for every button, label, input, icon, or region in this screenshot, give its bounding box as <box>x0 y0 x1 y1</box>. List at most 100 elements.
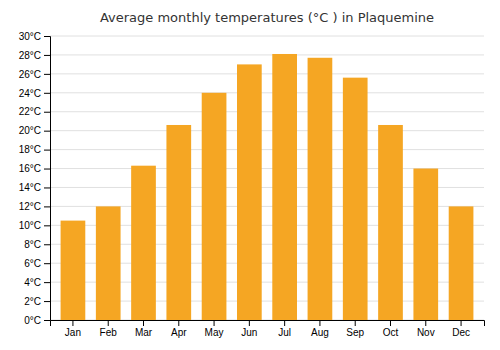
y-tick: 0°C <box>24 315 50 326</box>
x-tick-label: Mar <box>135 327 153 338</box>
y-tick: 20°C <box>19 125 50 136</box>
y-tick-mark <box>44 301 50 302</box>
x-tick-label: Jul <box>278 327 291 338</box>
x-tick: Oct <box>383 320 399 338</box>
x-tick-mark <box>319 320 320 326</box>
x-tick: Aug <box>311 320 329 338</box>
bar <box>166 125 191 320</box>
y-tick: 16°C <box>19 163 50 174</box>
y-tick-mark <box>44 187 50 188</box>
y-tick-label: 8°C <box>24 239 41 250</box>
x-tick-label: Jun <box>241 327 257 338</box>
y-tick-label: 16°C <box>19 163 41 174</box>
bar <box>131 166 156 320</box>
y-tick-label: 14°C <box>19 182 41 193</box>
x-tick-label: Dec <box>452 327 470 338</box>
y-tick: 10°C <box>19 220 50 231</box>
grid-line <box>50 36 484 37</box>
x-tick-mark <box>461 320 462 326</box>
bar <box>202 93 227 320</box>
y-tick: 14°C <box>19 182 50 193</box>
y-axis: 0°C 2°C 4°C 6°C 8°C 10°C 12°C 14°C 16°C 18°C 20°C 2… <box>19 31 51 326</box>
bars <box>61 54 474 320</box>
bar <box>378 125 403 320</box>
y-tick: 2°C <box>24 296 50 307</box>
bar <box>413 169 438 320</box>
x-tick: Apr <box>171 320 187 338</box>
x-tick-label: Jan <box>65 327 81 338</box>
y-tick-mark <box>44 169 50 170</box>
y-tick-mark <box>44 244 50 245</box>
x-tick: Mar <box>135 320 153 338</box>
x-tick: Dec <box>452 320 470 338</box>
x-tick-mark <box>249 320 250 326</box>
x-tick: Sep <box>346 320 364 338</box>
x-tick: Jun <box>241 320 257 338</box>
y-tick-mark <box>44 320 50 321</box>
y-tick-mark <box>44 282 50 283</box>
grid <box>50 36 484 320</box>
y-tick-label: 26°C <box>19 69 41 80</box>
y-tick-label: 18°C <box>19 144 41 155</box>
y-tick-mark <box>44 74 50 75</box>
y-tick: 6°C <box>24 258 50 269</box>
x-tick: Jul <box>278 320 291 338</box>
x-tick-label: Sep <box>346 327 364 338</box>
x-tick-label: Aug <box>311 327 329 338</box>
x-tick-label: Nov <box>417 327 435 338</box>
x-tick: Jan <box>65 320 81 338</box>
x-tick-mark <box>355 320 356 326</box>
grid-line <box>50 92 484 93</box>
bar <box>237 64 262 320</box>
y-tick-mark <box>44 36 50 37</box>
x-tick-label: Apr <box>171 327 187 338</box>
grid-line <box>50 54 484 55</box>
grid-line <box>50 130 484 131</box>
y-tick: 4°C <box>24 277 50 288</box>
x-tick: Nov <box>417 320 435 338</box>
y-tick-mark <box>44 225 50 226</box>
x-tick-mark <box>425 320 426 326</box>
title: Average monthly temperatures (°C ) in Pl… <box>100 10 434 25</box>
x-tick: May <box>205 320 224 338</box>
y-tick: 28°C <box>19 50 50 61</box>
y-tick: 8°C <box>24 239 50 250</box>
x-tick-mark <box>284 320 285 326</box>
y-tick-mark <box>44 112 50 113</box>
y-tick: 22°C <box>19 106 50 117</box>
y-tick: 12°C <box>19 201 50 212</box>
grid-line <box>50 111 484 112</box>
y-tick-mark <box>44 131 50 132</box>
y-tick-label: 28°C <box>19 50 41 61</box>
x-tick-mark <box>214 320 215 326</box>
chart: 0°C 2°C 4°C 6°C 8°C 10°C 12°C 14°C 16°C 18°C 20°C 2… <box>0 0 500 350</box>
y-tick-mark <box>44 55 50 56</box>
x-tick-label: Feb <box>100 327 118 338</box>
y-tick-mark <box>44 206 50 207</box>
y-tick-label: 0°C <box>24 315 41 326</box>
x-tick-label: Oct <box>383 327 399 338</box>
x-tick-mark <box>72 320 73 326</box>
y-tick-label: 20°C <box>19 125 41 136</box>
y-tick: 30°C <box>19 31 50 42</box>
y-tick-label: 30°C <box>19 31 41 42</box>
x-axis: Jan Feb Mar Apr May Jun Jul Aug Sep Oct Nov Dec <box>51 320 485 338</box>
x-tick-mark <box>178 320 179 326</box>
y-tick-label: 10°C <box>19 220 41 231</box>
y-tick: 18°C <box>19 144 50 155</box>
y-tick-label: 4°C <box>24 277 41 288</box>
grid-line <box>50 73 484 74</box>
y-tick-mark <box>44 150 50 151</box>
y-tick-label: 2°C <box>24 296 41 307</box>
bar <box>449 206 474 320</box>
plot: 0°C 2°C 4°C 6°C 8°C 10°C 12°C 14°C 16°C 18°C 20°C 2… <box>19 31 485 338</box>
y-tick: 26°C <box>19 69 50 80</box>
y-tick-label: 24°C <box>19 88 41 99</box>
bar <box>308 58 333 320</box>
y-tick: 24°C <box>19 88 50 99</box>
y-tick-label: 22°C <box>19 106 41 117</box>
bar <box>61 221 86 320</box>
y-tick-label: 6°C <box>24 258 41 269</box>
y-tick-label: 12°C <box>19 201 41 212</box>
x-tick: Feb <box>100 320 118 338</box>
